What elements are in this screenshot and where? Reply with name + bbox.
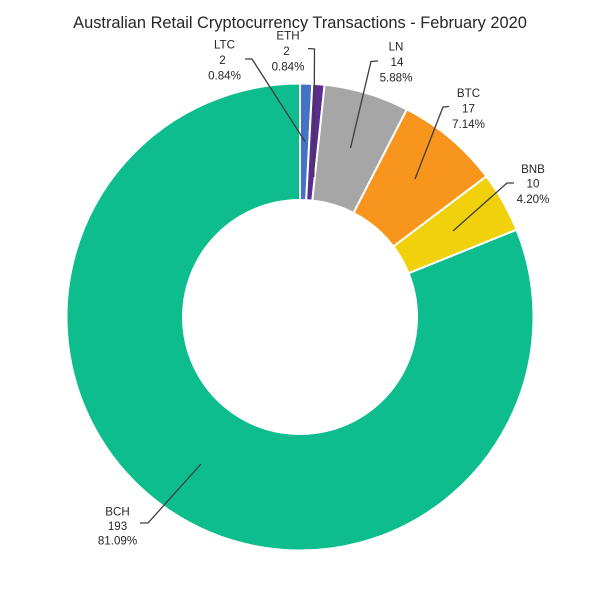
svg-text:7.14%: 7.14% (452, 118, 485, 131)
svg-text:ETH: ETH (276, 30, 299, 43)
svg-text:193: 193 (108, 520, 127, 533)
svg-text:BCH: BCH (105, 506, 129, 519)
svg-text:17: 17 (462, 103, 475, 116)
svg-text:0.84%: 0.84% (208, 70, 241, 83)
svg-text:81.09%: 81.09% (98, 535, 137, 548)
svg-text:LN: LN (389, 41, 404, 54)
svg-text:10: 10 (527, 178, 540, 191)
svg-text:BTC: BTC (457, 87, 480, 100)
svg-text:0.84%: 0.84% (272, 61, 305, 74)
svg-text:BNB: BNB (521, 163, 545, 176)
svg-text:2: 2 (219, 54, 225, 67)
svg-text:LTC: LTC (214, 39, 235, 52)
svg-text:2: 2 (283, 45, 289, 58)
svg-text:4.20%: 4.20% (517, 193, 550, 206)
svg-text:14: 14 (391, 56, 404, 69)
svg-text:5.88%: 5.88% (380, 72, 413, 85)
svg-text:Australian Retail Cryptocurren: Australian Retail Cryptocurrency Transac… (73, 14, 527, 32)
